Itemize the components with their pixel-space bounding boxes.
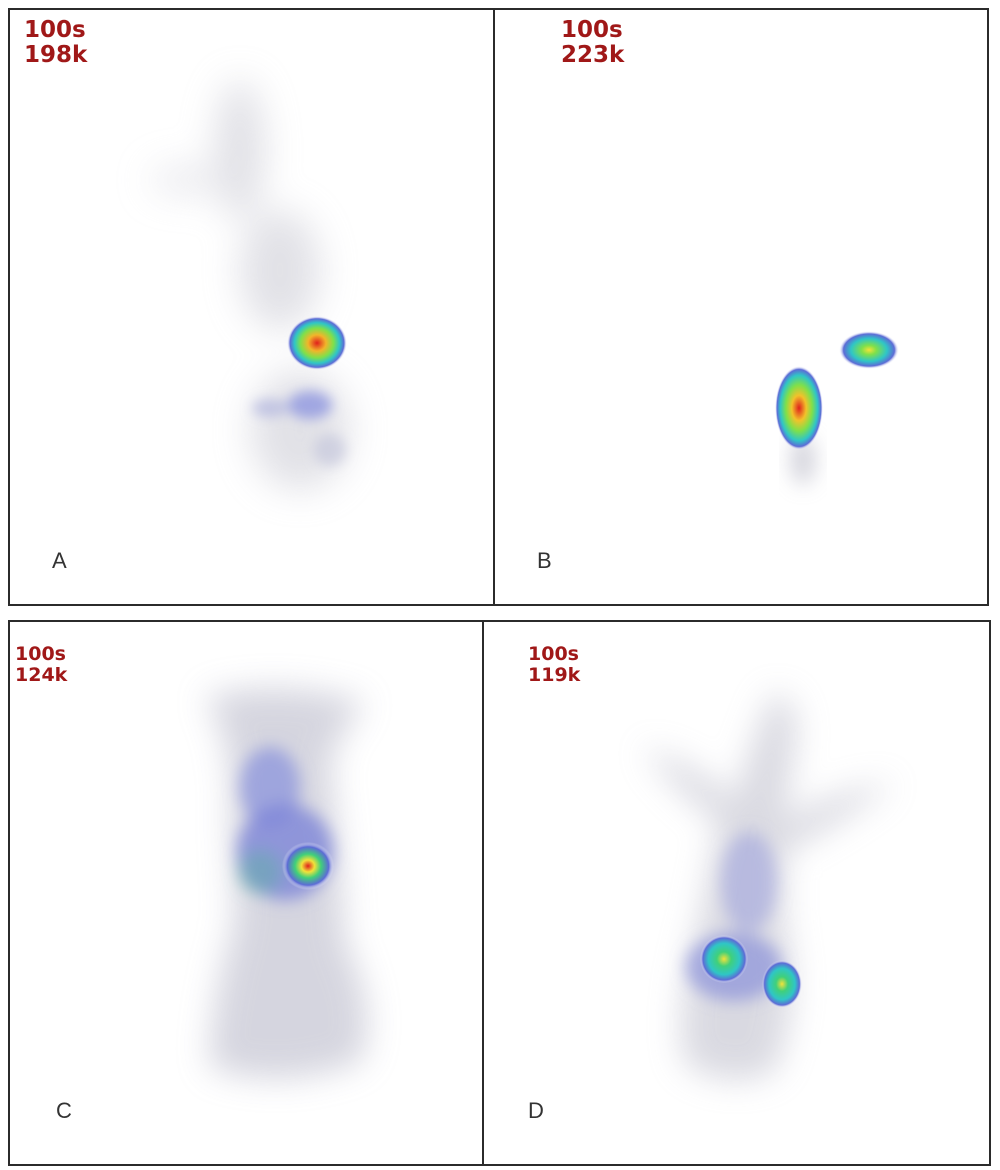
hot-spot-b-lower xyxy=(775,366,823,450)
hot-spot-b-upper xyxy=(839,331,899,369)
count-total-b: 223k xyxy=(561,41,625,68)
counts-label-a: 100s 198k xyxy=(24,18,87,68)
scan-panel-b: 100s 223k B xyxy=(495,10,987,604)
scan-image-a xyxy=(150,80,350,490)
hot-spot-c xyxy=(282,842,334,890)
top-image-frame: 100s 198k A xyxy=(8,8,989,606)
counts-label-b: 100s 223k xyxy=(561,18,624,68)
hot-spot-d-right xyxy=(762,960,802,1008)
bottom-divider xyxy=(482,622,484,1164)
count-total-c: 124k xyxy=(15,663,68,686)
scan-panel-c: 100s 124k C xyxy=(10,622,482,1164)
top-divider xyxy=(493,10,495,604)
count-total-a: 198k xyxy=(24,41,88,68)
bottom-image-frame: 100s 124k C xyxy=(8,620,991,1166)
counts-label-d: 100s 119k xyxy=(528,644,580,685)
counts-label-c: 100s 124k xyxy=(15,644,67,685)
acquisition-time-c: 100s xyxy=(15,643,66,665)
acquisition-time-b: 100s xyxy=(561,17,623,43)
panel-letter-b: B xyxy=(537,548,552,573)
acquisition-time-a: 100s xyxy=(24,17,86,43)
scan-panel-a: 100s 198k A xyxy=(10,10,493,604)
panel-letter-a: A xyxy=(52,548,67,573)
scan-image-b xyxy=(775,331,899,485)
scan-image-d xyxy=(644,692,894,1080)
scan-image-c xyxy=(205,688,368,1079)
hot-spot-d-left xyxy=(700,935,748,983)
panel-letter-c: C xyxy=(56,1098,72,1123)
panel-letter-d: D xyxy=(528,1098,544,1123)
count-total-d: 119k xyxy=(528,663,581,686)
hot-spot-a xyxy=(287,316,347,370)
acquisition-time-d: 100s xyxy=(528,643,579,665)
scan-panel-d: 100s 119k D xyxy=(484,622,989,1164)
